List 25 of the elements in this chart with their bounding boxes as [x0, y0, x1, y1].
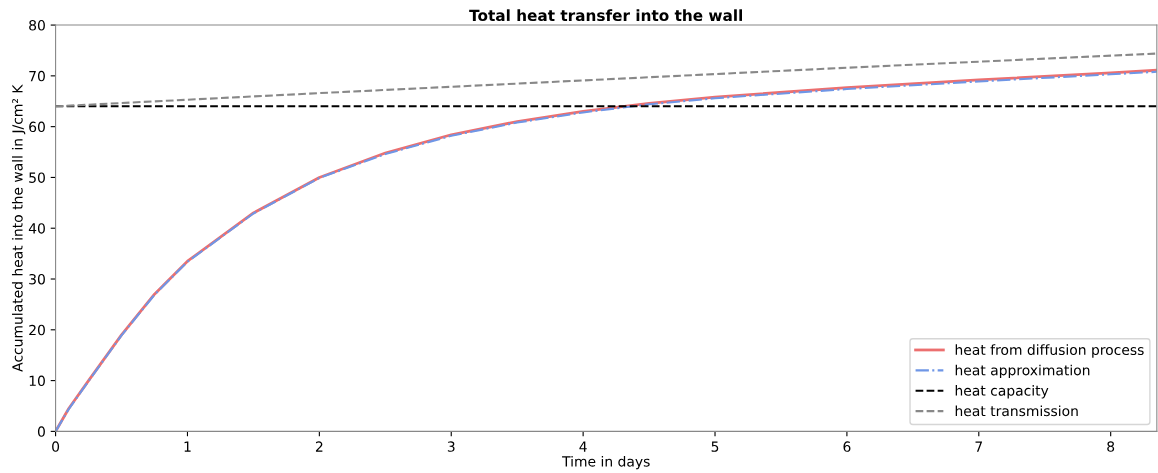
- x-tick-label: 0: [52, 441, 60, 452]
- x-tick-label: 6: [843, 441, 851, 452]
- x-tick-label: 5: [711, 441, 719, 452]
- legend-label: heat approximation: [955, 364, 1090, 379]
- chart-title: Total heat transfer into the wall: [469, 9, 743, 22]
- y-tick-label: 10: [29, 375, 45, 387]
- x-tick-label: 4: [579, 441, 587, 452]
- x-tick-label: 1: [184, 441, 191, 452]
- legend-label: heat from diffusion process: [955, 344, 1144, 358]
- y-tick-label: 60: [29, 121, 45, 133]
- y-tick-label: 80: [29, 20, 45, 31]
- legend-label: heat capacity: [955, 385, 1049, 399]
- x-tick-label: 2: [315, 441, 323, 452]
- x-tick-label: 3: [447, 441, 455, 452]
- y-tick-label: 30: [29, 273, 45, 285]
- legend-label: heat transmission: [955, 405, 1078, 417]
- x-axis-title: Time in days: [562, 455, 650, 470]
- y-tick-label: 70: [29, 70, 45, 82]
- y-tick-label: 50: [29, 172, 45, 183]
- y-tick-label: 0: [37, 426, 45, 437]
- x-tick-label: 8: [1107, 441, 1115, 452]
- y-axis-title: Accumulated heat into the wall in J/cm² K: [11, 84, 26, 372]
- x-tick-label: 7: [975, 441, 983, 452]
- y-tick-label: 40: [28, 223, 45, 234]
- y-tick-label: 20: [29, 324, 45, 336]
